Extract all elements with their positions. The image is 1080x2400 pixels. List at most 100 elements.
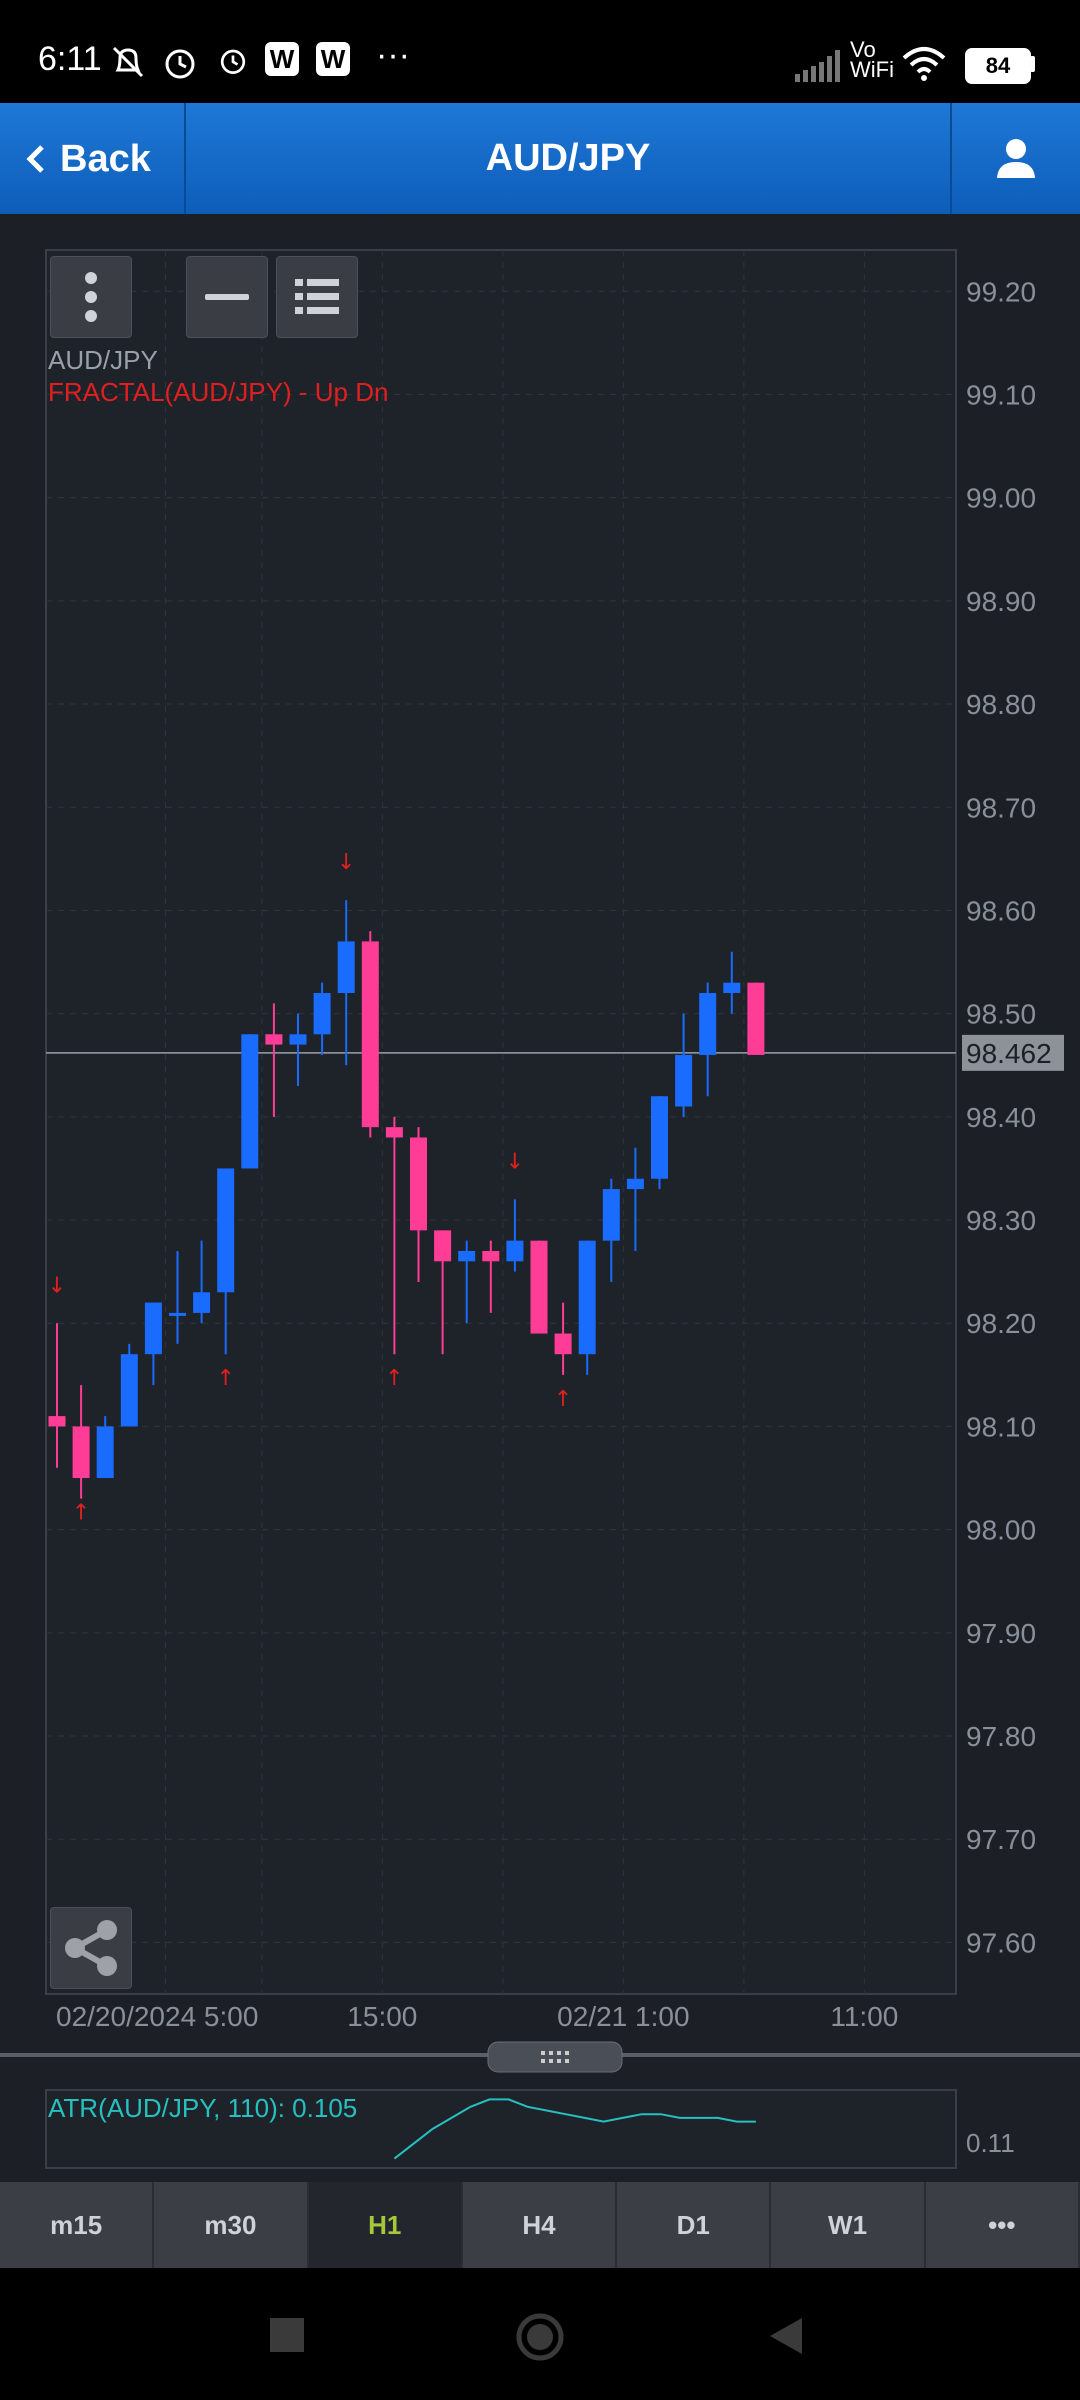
pane-resize-handle[interactable] [487,2041,623,2073]
chevron-left-icon [26,145,44,173]
candle [626,1178,644,1190]
candle [193,1292,211,1313]
current-price-label: 98.462 [966,1038,1052,1069]
page-title: AUD/JPY [485,137,651,179]
candle [72,1426,90,1479]
wifi-icon [902,47,946,81]
candle [675,1054,693,1107]
y-tick-label: 97.60 [966,1927,1036,1958]
candle [337,941,355,994]
app-w-icon: W [265,42,299,76]
more-notifications: ··· [376,36,410,74]
x-tick-label: 15:00 [347,2001,417,2032]
divider [184,103,186,214]
top-bar: Back AUD/JPY [0,103,1080,214]
x-tick-label: 11:00 [830,2001,898,2032]
y-tick-label: 99.10 [966,379,1036,410]
fractal-down-marker: ↑ [72,1500,90,1525]
candle [699,993,717,1055]
y-tick-label: 97.80 [966,1721,1036,1752]
line-tool-icon [205,294,249,300]
indicator-legend: FRACTAL(AUD/JPY) - Up Dn [48,377,389,407]
candle [651,1096,668,1179]
y-tick-label: 98.50 [966,999,1036,1030]
back-button[interactable]: Back [24,131,151,187]
chart-menu-button[interactable] [50,256,132,338]
timeframe-tab-more[interactable]: ••• [926,2182,1080,2268]
candle [602,1189,620,1241]
status-bar: 6:11 W W ··· Vo WiFi 84 [0,0,1080,103]
timeframe-tab-h4[interactable]: H4 [463,2182,618,2268]
candle [289,1034,307,1045]
vowifi-label: Vo WiFi [850,37,894,82]
candle [217,1168,235,1293]
y-tick-label: 98.40 [966,1102,1036,1133]
status-time: 6:11 [38,40,102,78]
candle [458,1250,476,1262]
signal-icon [795,50,840,82]
divider [950,103,952,214]
candle [241,1034,259,1169]
candle [144,1302,162,1355]
timeframe-tab-d1[interactable]: D1 [617,2182,772,2268]
candle [385,1127,403,1138]
candle [120,1354,138,1427]
share-icon [65,1920,117,1976]
list-icon [295,279,339,314]
y-tick-label: 98.80 [966,689,1036,720]
y-tick-label: 98.70 [966,792,1036,823]
candle [361,941,379,1128]
candle [482,1250,500,1262]
timeframe-tab-h1[interactable]: H1 [308,2182,463,2268]
alarm-outline-icon [220,49,246,74]
y-tick-label: 98.60 [966,895,1036,926]
y-tick-label: 99.00 [966,483,1036,514]
y-tick-label: 98.30 [966,1205,1036,1236]
x-tick-label: 02/20/2024 5:00 [56,2001,258,2032]
timeframe-bar: m15 m30 H1 H4 D1 W1 ••• [0,2182,1080,2268]
y-tick-label: 98.10 [966,1411,1036,1442]
vertical-dots-icon [85,272,97,322]
candle [48,1416,66,1427]
home-button[interactable] [515,2312,565,2362]
candle [265,1034,283,1045]
candle [96,1426,114,1479]
symbol-legend: AUD/JPY [48,345,158,375]
timeframe-tab-m30[interactable]: m30 [154,2182,309,2268]
atr-legend: ATR(AUD/JPY, 110): 0.105 [48,2093,358,2123]
back-nav-button[interactable] [768,2316,804,2356]
candle [169,1312,186,1316]
indicator-list-button[interactable] [276,256,358,338]
user-icon [997,138,1035,178]
candle [723,982,741,994]
price-chart[interactable]: 98.462 ↓ ↑ ↑ ↓ ↑ ↓ ↑ 99.20 99.10 99.00 98.90 98.80… [0,214,1080,2214]
atr-y-tick: 0.11 [966,2128,1015,2158]
timeframe-tab-m15[interactable]: m15 [0,2182,155,2268]
recents-button[interactable] [270,2318,304,2352]
candle [747,982,765,1055]
candle [434,1230,452,1262]
fractal-down-marker: ↑ [216,1366,234,1391]
plot-frame [45,249,957,1995]
line-tool-button[interactable] [186,256,268,338]
y-tick-label: 99.20 [966,276,1036,307]
y-tick-label: 97.90 [966,1618,1036,1649]
y-tick-label: 98.20 [966,1308,1036,1339]
atr-series-line [393,2098,756,2160]
timeframe-tab-w1[interactable]: W1 [771,2182,926,2268]
share-button[interactable] [50,1907,132,1989]
system-nav-bar [0,2268,1080,2400]
fractal-down-marker: ↑ [554,1387,572,1412]
battery-indicator: 84 [965,48,1031,84]
bell-off-icon [112,46,144,78]
current-price-tag [962,1034,1064,1071]
candle [578,1240,596,1355]
fractal-up-marker: ↓ [506,1149,524,1174]
grip-icon [541,2051,569,2063]
candle [410,1137,427,1231]
alarm-icon [165,49,195,79]
fractal-up-marker: ↓ [48,1273,66,1298]
account-button[interactable] [952,103,1080,214]
atr-pane [45,2089,957,2169]
y-tick-label: 97.70 [966,1824,1036,1855]
